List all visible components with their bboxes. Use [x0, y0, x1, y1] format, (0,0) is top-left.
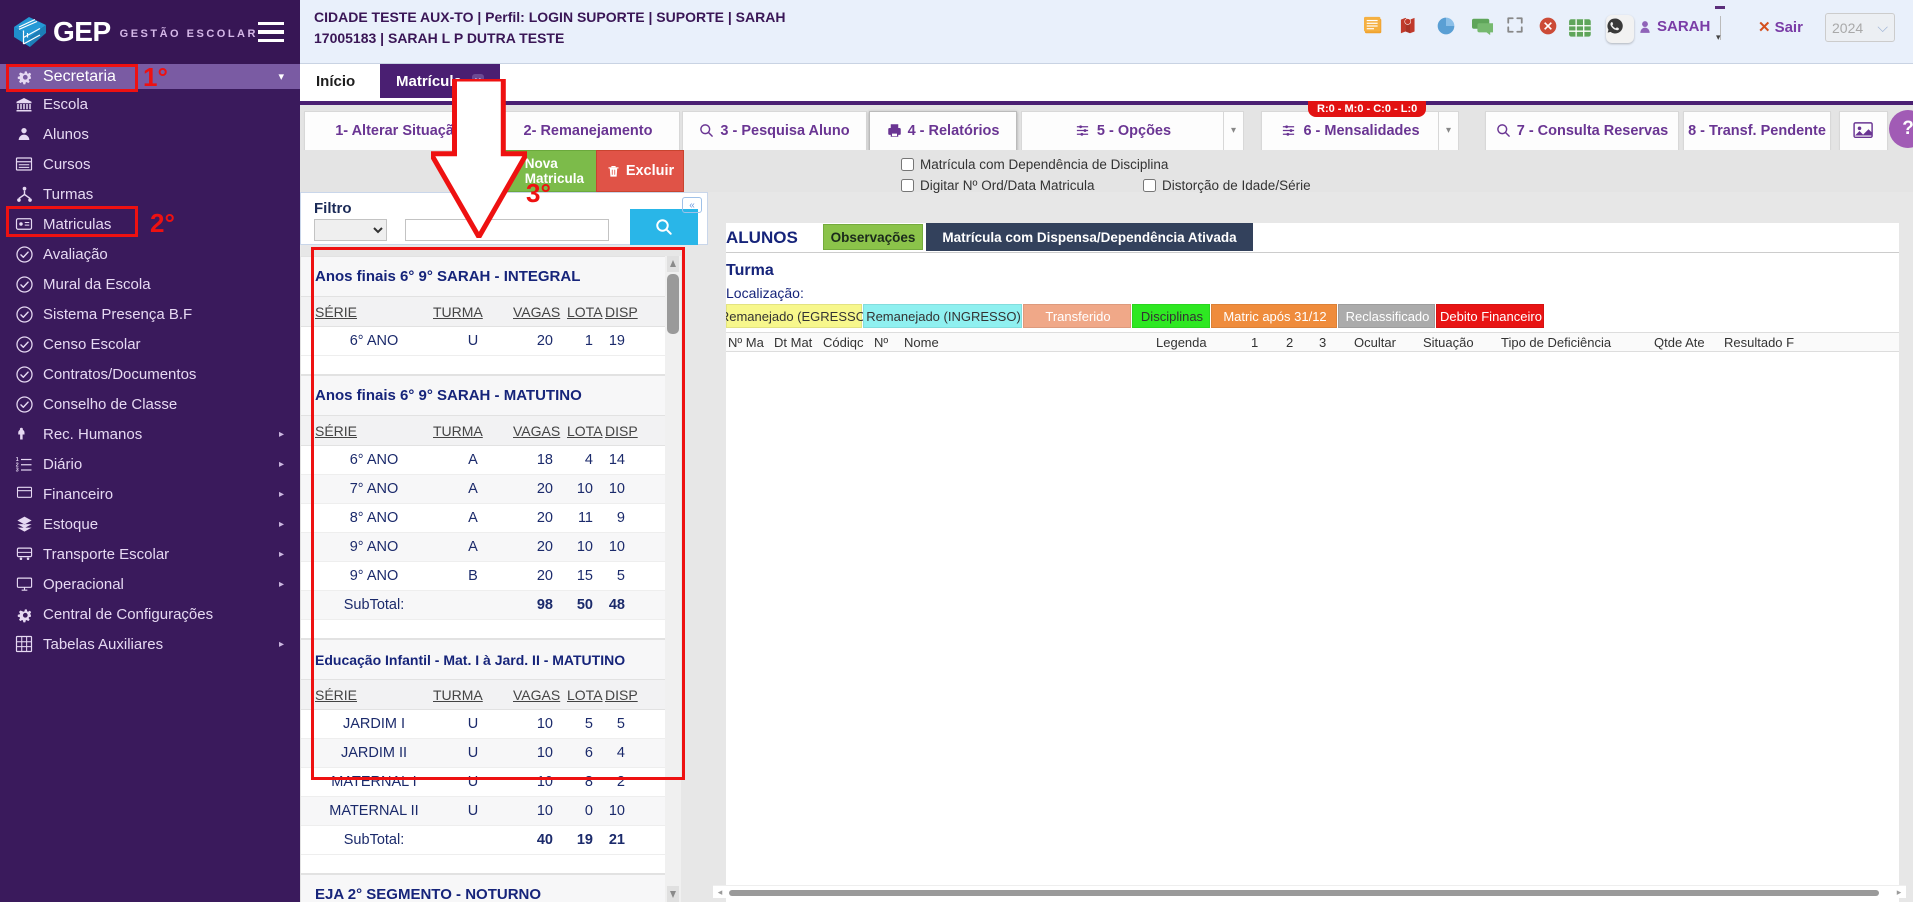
svg-text:3: 3 [16, 468, 19, 474]
